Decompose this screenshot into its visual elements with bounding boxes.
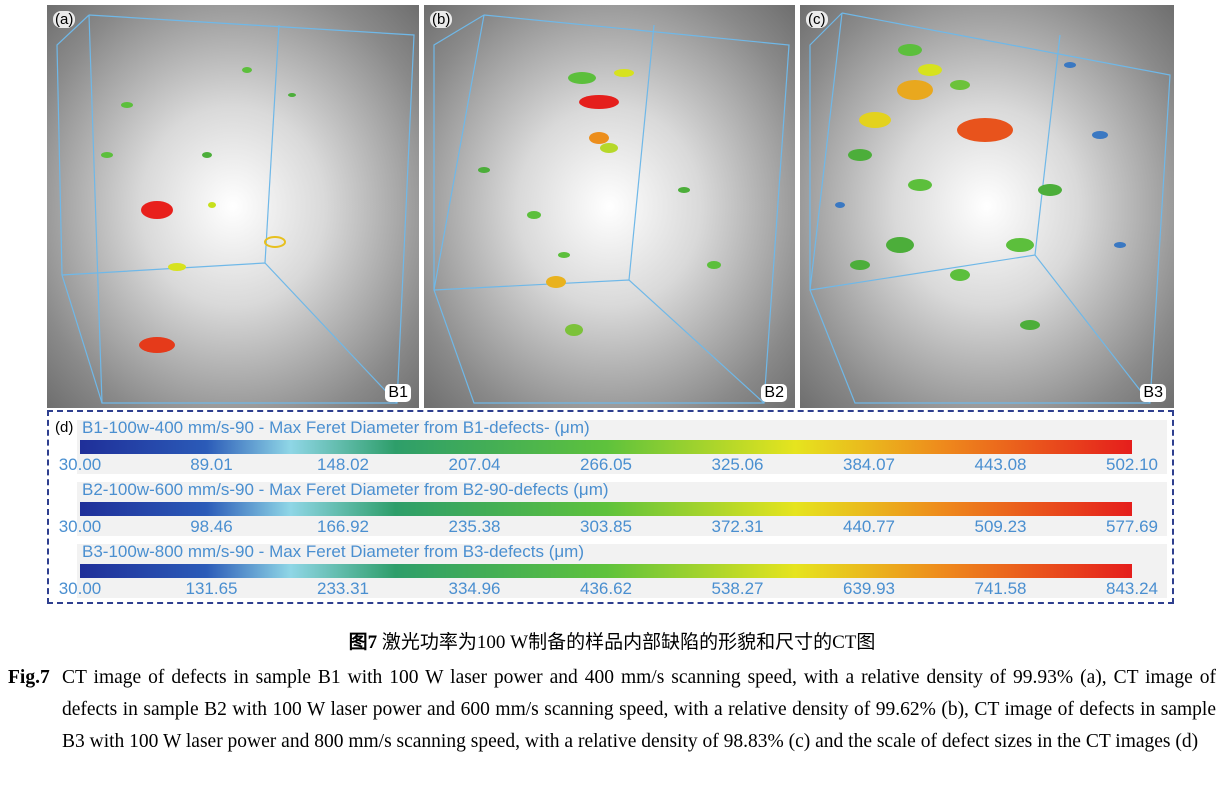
sample-label: B1 [385,384,411,402]
caption-text: CT image of defects in sample B1 with 10… [62,667,1216,752]
caption-text: 激光功率为100 W制备的样品内部缺陷的形貌和尺寸的CT图 [381,632,876,653]
scale-render: (d) B1-100w-400 mm/s-90 - Max Feret Diam… [55,418,1167,598]
scale-tick-label: 443.08 [975,455,1027,474]
scale-tick-label: 98.46 [190,517,233,536]
ct-render [56,14,415,404]
scale-tick-label: 436.62 [580,579,632,598]
scale-tick-label: 538.27 [712,579,764,598]
scale-tick-label: 303.85 [580,517,632,536]
ct-render [433,14,790,404]
scale-tick-label: 384.07 [843,455,895,474]
sample-label: B3 [1140,384,1166,402]
ct-panel: (a) B1 [47,5,419,408]
scale-tick-label: 166.92 [317,517,369,536]
scale-tick-label: 30.00 [59,517,102,536]
scale-tick-label: 207.04 [449,455,501,474]
scale-tick-label: 509.23 [975,517,1027,536]
caption-label: 图7 [348,632,378,653]
ct-panel: (c) B3 [800,5,1174,408]
scale-tick-label: 639.93 [843,579,895,598]
scale-tick-label: 235.38 [449,517,501,536]
color-bar [80,440,1132,454]
defects [478,69,721,336]
ct-panel: (b) B2 [424,5,795,408]
scale-title: B3-100w-800 mm/s-90 - Max Feret Diameter… [82,542,584,561]
scale-tick-label: 334.96 [449,579,501,598]
color-bar [80,502,1132,516]
scale-tick-label: 233.31 [317,579,369,598]
defects [101,67,296,353]
caption-en: Fig.7 CT image of defects in sample B1 wi… [8,662,1216,758]
ct-render [809,12,1171,404]
defects [835,44,1126,330]
scale-title: B1-100w-400 mm/s-90 - Max Feret Diameter… [82,418,590,437]
panel-letter: (d) [55,419,73,436]
scale-tick-label: 502.10 [1106,455,1158,474]
caption-cn: 图7 激光功率为100 W制备的样品内部缺陷的形貌和尺寸的CT图 [0,627,1224,654]
scale-tick-label: 843.24 [1106,579,1158,598]
scale-tick-label: 372.31 [712,517,764,536]
scale-tick-label: 89.01 [190,455,233,474]
scale-tick-label: 741.58 [975,579,1027,598]
panel-letter: (a) [53,11,76,28]
scale-panel: (d) B1-100w-400 mm/s-90 - Max Feret Diam… [47,410,1174,604]
scale-tick-label: 30.00 [59,579,102,598]
scale-tick-label: 131.65 [186,579,238,598]
color-bar [80,564,1132,578]
scale-tick-label: 148.02 [317,455,369,474]
scale-tick-label: 577.69 [1106,517,1158,536]
scale-tick-label: 30.00 [59,455,102,474]
scale-tick-label: 440.77 [843,517,895,536]
caption-label: Fig.7 [8,667,50,688]
scale-title: B2-100w-600 mm/s-90 - Max Feret Diameter… [82,480,609,499]
panel-letter: (c) [806,11,828,28]
scale-tick-label: 266.05 [580,455,632,474]
panel-letter: (b) [430,11,453,28]
sample-label: B2 [761,384,787,402]
scale-tick-label: 325.06 [712,455,764,474]
